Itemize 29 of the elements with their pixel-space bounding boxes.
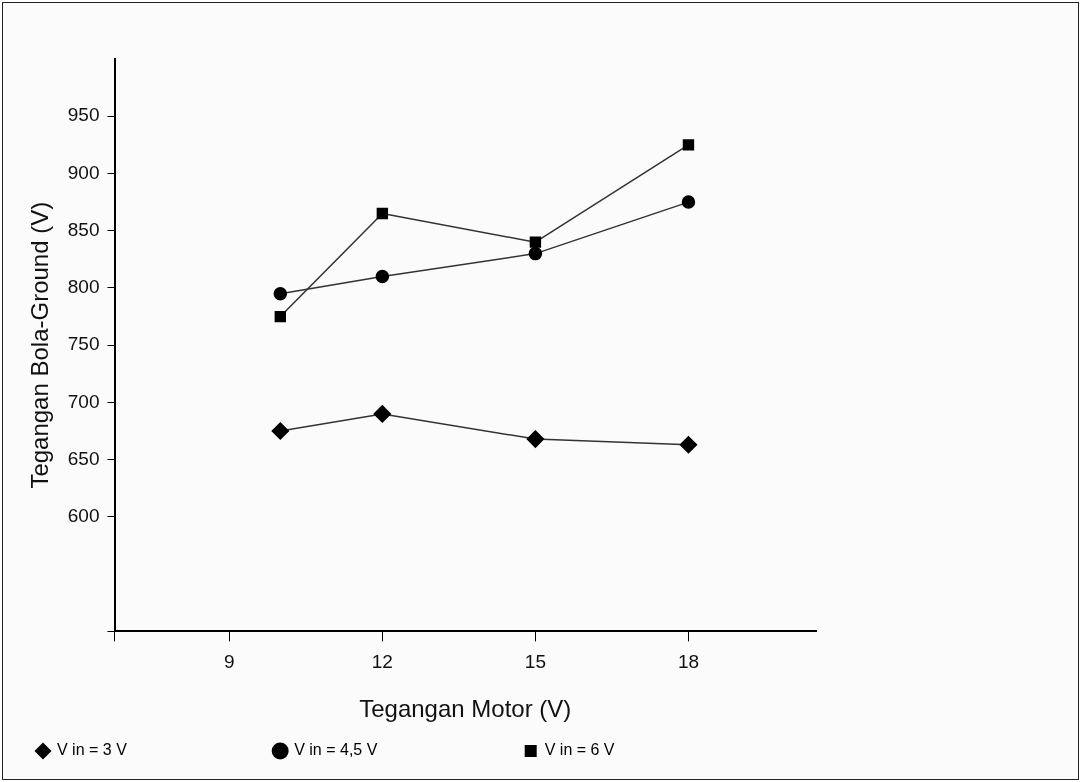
y-tick-label: 950 bbox=[67, 104, 100, 126]
point bbox=[679, 436, 698, 454]
point bbox=[682, 139, 695, 151]
legend-label: V in = 4,5 V bbox=[294, 741, 511, 759]
legend-label: V in = 6 V bbox=[544, 741, 748, 759]
point bbox=[529, 236, 542, 248]
point bbox=[528, 246, 543, 261]
point bbox=[274, 310, 287, 323]
point bbox=[375, 269, 390, 284]
point bbox=[271, 422, 290, 440]
y-tick-label: 700 bbox=[67, 390, 100, 412]
x-tick-label: 15 bbox=[524, 651, 546, 673]
x-axis-title: Tegangan Motor (V) bbox=[359, 695, 572, 723]
x-tick-label: 18 bbox=[677, 651, 700, 673]
y-tick-label: 800 bbox=[67, 276, 100, 298]
y-tick-label: 850 bbox=[67, 218, 100, 240]
y-axis-title: Tegangan Bola-Ground (V) bbox=[26, 201, 54, 489]
point bbox=[376, 207, 389, 220]
y-tick-label: 650 bbox=[67, 447, 100, 469]
point bbox=[681, 195, 696, 209]
x-tick-label: 9 bbox=[224, 651, 235, 673]
point bbox=[526, 430, 545, 448]
y-tick-label: 600 bbox=[67, 505, 100, 527]
x-tick-label: 12 bbox=[371, 651, 393, 673]
y-tick-label: 900 bbox=[67, 161, 100, 183]
point bbox=[373, 405, 392, 423]
y-tick-label: 750 bbox=[67, 333, 100, 355]
point bbox=[273, 286, 288, 301]
legend-label: V in = 3 V bbox=[57, 741, 261, 759]
